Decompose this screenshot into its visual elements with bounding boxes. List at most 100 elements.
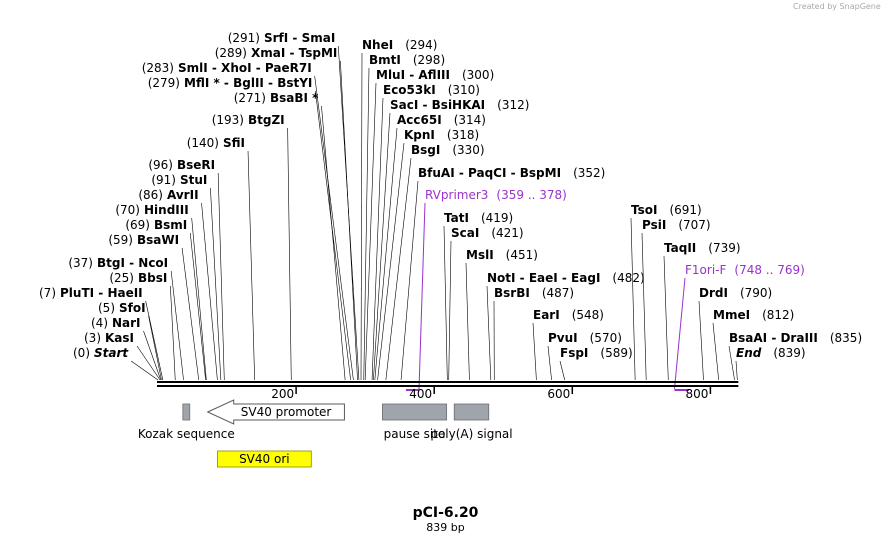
site-label-end: End	[736, 346, 762, 360]
site-line-eco53ki	[371, 97, 384, 381]
site-position-scai: (421)	[491, 226, 523, 240]
feature-kozak-sequence	[182, 403, 191, 421]
site-label-bseri: BseRI	[177, 158, 215, 172]
site-position-kpni: (318)	[447, 128, 479, 142]
site-label-bsabi: BsaBI *	[270, 91, 319, 105]
site-line-scai	[448, 240, 452, 381]
site-position-taqii: (739)	[708, 241, 740, 255]
site-label-taqii: TaqII	[664, 241, 696, 255]
site-position-sfoi: (5)	[98, 301, 115, 315]
site-line-sfoi	[148, 315, 162, 381]
site-line-bsabi	[321, 105, 346, 381]
site-label-nari: NarI	[112, 316, 141, 330]
site-line-bsgi	[385, 157, 412, 381]
site-label-kasi: KasI	[105, 331, 134, 345]
feature-sv40-ori	[216, 450, 312, 468]
site-label-avrii: AvrII	[167, 188, 199, 202]
site-line-mmei	[712, 322, 719, 381]
site-lines	[130, 45, 738, 381]
feature-label-kozak-sequence: Kozak sequence	[138, 427, 235, 441]
site-line-bseri	[217, 172, 225, 381]
snapgene-credit: Created by SnapGene	[793, 2, 881, 11]
site-line-drdi	[698, 300, 704, 381]
site-line-saci	[373, 112, 391, 381]
site-line-nari	[143, 330, 162, 381]
site-line-bmti	[363, 67, 370, 381]
site-position-eco53ki: (310)	[448, 83, 480, 97]
site-line-srfi	[337, 45, 360, 381]
ruler: 200 400 600 800	[271, 387, 712, 401]
site-position-drdi: (790)	[740, 286, 772, 300]
site-label-eari: EarI	[533, 308, 560, 322]
feature-label-poly-a-signal: poly(A) signal	[430, 427, 512, 441]
site-line-kpni	[377, 142, 405, 381]
site-label-mmei: MmeI	[713, 308, 750, 322]
plasmid-length: 839 bp	[426, 521, 465, 534]
primer-line-rvprimer3	[418, 202, 426, 390]
site-line-bfuai	[400, 180, 419, 381]
site-position-tsoi: (691)	[669, 203, 701, 217]
site-position-sfii: (140)	[187, 136, 219, 150]
site-label-start: Start	[94, 346, 129, 360]
feature-label-sv40-ori: SV40 ori	[239, 452, 290, 466]
ruler-label-400: 400	[409, 387, 432, 401]
site-label-eco53ki: Eco53kI	[383, 83, 436, 97]
site-label-bsrbi: BsrBI	[494, 286, 530, 300]
site-position-btgi: (37)	[68, 256, 93, 270]
site-line-hindiii	[191, 217, 207, 381]
site-line-fspi	[559, 360, 565, 381]
site-label-sfii: SfiI	[223, 136, 245, 150]
site-line-eari	[532, 322, 537, 381]
site-position-bsaai: (835)	[830, 331, 862, 345]
site-position-eari: (548)	[572, 308, 604, 322]
site-position-pluti: (7)	[39, 286, 56, 300]
site-position-msli: (451)	[506, 248, 538, 262]
site-labels: (0) Start(3) KasI(4) NarI(5) SfoI (7) PluTI - …	[39, 31, 862, 360]
site-label-tati: TatI	[444, 211, 469, 225]
site-position-avrii: (86)	[138, 188, 163, 202]
site-label-fspi: FspI	[560, 346, 588, 360]
ruler-label-200: 200	[271, 387, 294, 401]
site-line-mfli	[315, 90, 351, 381]
site-line-btgi	[170, 270, 184, 381]
site-position-stui: (91)	[151, 173, 176, 187]
site-label-stui: StuI	[180, 173, 207, 187]
site-position-psii: (707)	[678, 218, 710, 232]
site-label-bsgi: BsgI	[411, 143, 440, 157]
site-position-tati: (419)	[481, 211, 513, 225]
site-line-pvui	[547, 345, 552, 381]
site-label-btgzi: BtgZI	[248, 113, 285, 127]
site-position-bsawi: (59)	[108, 233, 133, 247]
primer-label-f1ori-f: F1ori-F	[685, 263, 726, 277]
site-label-bbsi: BbsI	[138, 271, 167, 285]
site-label-smli: SmlI - XhoI - PaeR7I	[178, 61, 312, 75]
site-line-taqii	[663, 255, 669, 381]
site-label-bsmi: BsmI	[154, 218, 187, 232]
ruler-label-600: 600	[547, 387, 570, 401]
site-position-bsgi: (330)	[452, 143, 484, 157]
site-position-mlui: (300)	[462, 68, 494, 82]
feature-pause-site	[382, 403, 448, 421]
site-position-end: (839)	[773, 346, 805, 360]
site-line-avrii	[201, 202, 218, 381]
site-position-nhei: (294)	[405, 38, 437, 52]
site-line-nhei	[360, 52, 363, 381]
site-line-end	[735, 360, 738, 381]
site-label-acc65i: Acc65I	[397, 113, 442, 127]
site-line-msli	[465, 262, 470, 381]
site-position-btgzi: (193)	[212, 113, 244, 127]
site-line-bsaai	[728, 345, 735, 381]
site-position-xmai: (289)	[215, 46, 247, 60]
site-line-smli	[314, 75, 354, 381]
site-label-pluti: PluTI - HaeII	[60, 286, 143, 300]
primer-line-f1ori-f	[673, 277, 686, 390]
site-label-bsaai: BsaAI - DraIII	[729, 331, 818, 345]
site-position-smli: (283)	[142, 61, 174, 75]
site-position-mfli: (279)	[148, 76, 180, 90]
site-label-saci: SacI - BsiHKAI	[390, 98, 485, 112]
site-position-bmti: (298)	[413, 53, 445, 67]
site-label-bfuai: BfuAI - PaqCI - BspMI	[418, 166, 561, 180]
site-position-bfuai: (352)	[573, 166, 605, 180]
site-position-kasi: (3)	[84, 331, 101, 345]
site-line-psii	[641, 232, 647, 381]
